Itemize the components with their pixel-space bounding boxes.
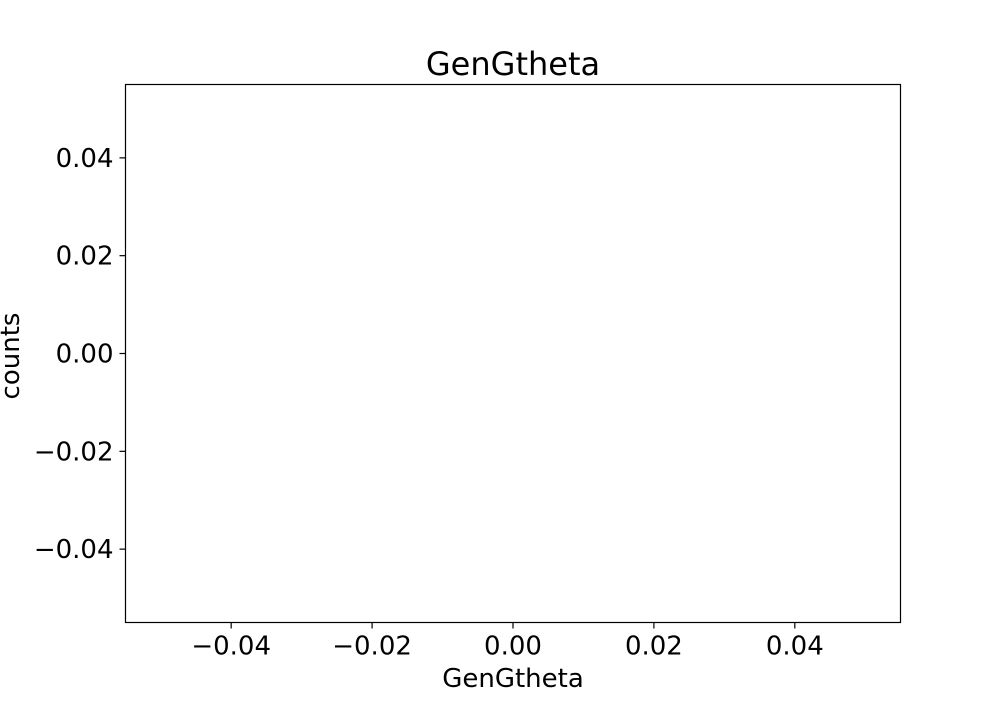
y-tick-label: −0.02 [34,437,114,467]
y-tick-label: 0.00 [56,340,114,370]
x-tick-label: 0.02 [625,632,683,662]
y-tick-label: −0.04 [34,535,114,565]
y-axis-label: counts [0,313,26,400]
y-tick-label: 0.04 [56,144,114,174]
y-tick-label: 0.02 [56,242,114,272]
x-tick-label: −0.02 [332,632,412,662]
x-tick-label: 0.04 [766,632,824,662]
x-tick-label: 0.00 [484,632,542,662]
y-axis-ticks: 0.04 0.02 0.00 −0.02 −0.04 [34,144,126,565]
x-axis-label: GenGtheta [442,664,584,694]
x-axis-ticks: −0.04 −0.02 0.00 0.02 0.04 [191,622,824,662]
chart-title: GenGtheta [426,45,600,83]
plot-area [124,83,902,624]
x-tick-label: −0.04 [191,632,271,662]
